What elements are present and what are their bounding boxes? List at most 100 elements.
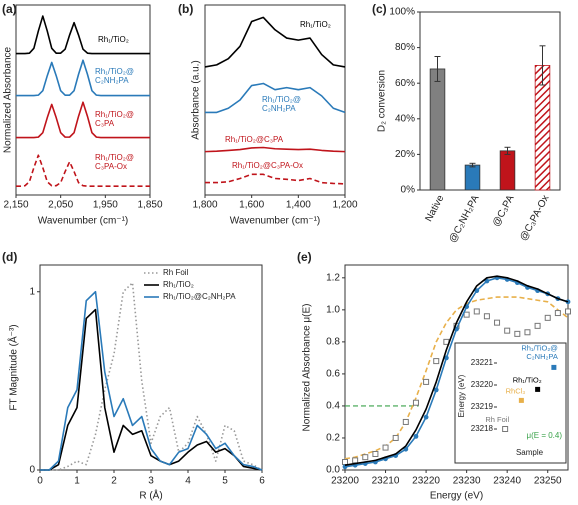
- marker: [565, 308, 571, 315]
- marker: [544, 314, 551, 321]
- plot-frame: [419, 11, 561, 191]
- inset-frame: [454, 342, 567, 464]
- y-axis-label: Normalized Absorbance μ(E): [302, 303, 313, 431]
- x-tick-label: 23230: [453, 476, 481, 487]
- inset-point: [535, 386, 541, 392]
- panel-label: (b): [178, 2, 193, 16]
- marker: [473, 308, 480, 315]
- x-tick-label: 2,050: [48, 200, 73, 211]
- marker: [362, 454, 369, 461]
- x-tick-label: 2,150: [3, 200, 28, 211]
- x-tick-label: @C₃PA-Ox: [518, 193, 551, 242]
- marker: [412, 399, 419, 406]
- marker: [504, 327, 511, 334]
- x-tick-label: 23250: [534, 476, 562, 487]
- marker: [514, 330, 521, 337]
- inset-point: [518, 397, 524, 403]
- x-tick-label: 23240: [493, 476, 521, 487]
- bar: [464, 164, 481, 191]
- series-label: Rh₁/TiO₂@C₃PA-Ox: [232, 161, 303, 170]
- x-tick-label: 1,200: [332, 200, 357, 211]
- plot-frame: [344, 264, 569, 471]
- bar: [499, 150, 516, 191]
- series-label: Rh₁/TiO₂@C₃PA-Ox: [95, 153, 134, 171]
- marker: [382, 444, 389, 451]
- label-line: Rh₁/TiO₂@: [95, 67, 134, 76]
- x-tick-label: 1,950: [93, 200, 118, 211]
- marker: [433, 387, 439, 393]
- x-axis-label: Wavenumber (cm⁻¹): [230, 216, 320, 227]
- x-tick-label: Native: [423, 193, 446, 224]
- x-tick-label: 23200: [331, 476, 359, 487]
- x-tick-label: 23210: [372, 476, 400, 487]
- y-tick-label: 1: [29, 286, 35, 297]
- panel-label: (a): [2, 2, 17, 16]
- series-label: Rh₁/TiO₂@C₃PA: [95, 110, 134, 128]
- x-tick-label: 4: [185, 476, 191, 487]
- y-tick-label: 0.4: [326, 401, 340, 412]
- marker: [554, 310, 561, 317]
- marker: [534, 322, 541, 329]
- x-tick-label: 5: [222, 476, 228, 487]
- series-line: [344, 296, 569, 460]
- y-tick-label: 20%: [395, 149, 415, 160]
- series-line: [204, 146, 346, 153]
- x-tick-label: @C₃PA: [491, 193, 517, 229]
- x-axis-label: Energy (eV): [430, 491, 483, 502]
- series-line: [40, 308, 263, 471]
- series-line: [344, 275, 569, 466]
- series-label: Rh₁/TiO₂: [98, 35, 129, 44]
- marker: [413, 433, 419, 439]
- label-line: C₃PA-Ox: [95, 162, 127, 171]
- label-line: Rh₁/TiO₂@: [521, 343, 558, 352]
- series-line: [16, 15, 150, 55]
- panel-label: (e): [297, 250, 312, 264]
- label-line: Rh₁/TiO₂@: [95, 153, 134, 162]
- y-axis-label: Normalized Absorbance: [3, 46, 14, 153]
- y-tick-label: 1.0: [326, 304, 340, 315]
- series-label: Rh₁/TiO₂@ C₂NH₂PA: [95, 67, 134, 85]
- marker: [494, 319, 501, 326]
- marker: [443, 355, 449, 361]
- y-tick-label: 0: [29, 465, 35, 476]
- series-label: Rh₁/TiO₂: [300, 20, 331, 29]
- y-axis-label: Absorbance (a.u.): [191, 60, 202, 140]
- y-tick-label: 60%: [395, 78, 415, 89]
- y-tick-label: 0.6: [326, 369, 340, 380]
- x-axis-label: R (Å): [139, 489, 162, 502]
- x-tick-label: @C₂NH₂PA: [447, 193, 481, 245]
- y-tick-label: 0.8: [326, 337, 340, 348]
- label-line: Rh₁/TiO₂@: [262, 95, 301, 104]
- series-line: [40, 290, 263, 471]
- inset-point-label: Rh₁/TiO₂: [513, 375, 542, 384]
- series-line: [40, 282, 263, 471]
- inset-point-label: Rh Foil: [485, 415, 509, 424]
- marker: [372, 450, 379, 457]
- inset-point: [551, 364, 557, 370]
- x-tick-label: 2: [111, 476, 117, 487]
- marker: [352, 457, 359, 464]
- series-line: [16, 101, 150, 139]
- marker: [524, 329, 531, 336]
- inset-point: [502, 426, 509, 432]
- inset-point-label: RhCl₃: [506, 386, 526, 395]
- marker: [423, 378, 430, 385]
- marker: [474, 288, 480, 294]
- label-line: C₂NH₂PA: [262, 104, 296, 113]
- legend-label: Rh Foil: [163, 268, 189, 277]
- x-tick-label: 1,400: [286, 200, 311, 211]
- marker: [403, 446, 409, 452]
- legend-label: Rh₁/TiO₂: [163, 280, 194, 289]
- label-line: C₂NH₂PA: [95, 76, 129, 85]
- x-axis-label: Wavenumber (cm⁻¹): [38, 216, 128, 227]
- inset-y-tick-label: 23220: [471, 380, 494, 389]
- series-line: [205, 173, 346, 185]
- series-line: [16, 59, 150, 97]
- marker: [433, 358, 440, 365]
- label-line: Rh₁/TiO₂@: [95, 110, 134, 119]
- legend-label: Rh₁/TiO₂@C₂NH₂PA: [163, 292, 236, 301]
- y-axis-label: FT Magnitude (Å⁻³): [7, 324, 20, 410]
- panel-label: (d): [2, 250, 17, 264]
- marker: [423, 414, 429, 420]
